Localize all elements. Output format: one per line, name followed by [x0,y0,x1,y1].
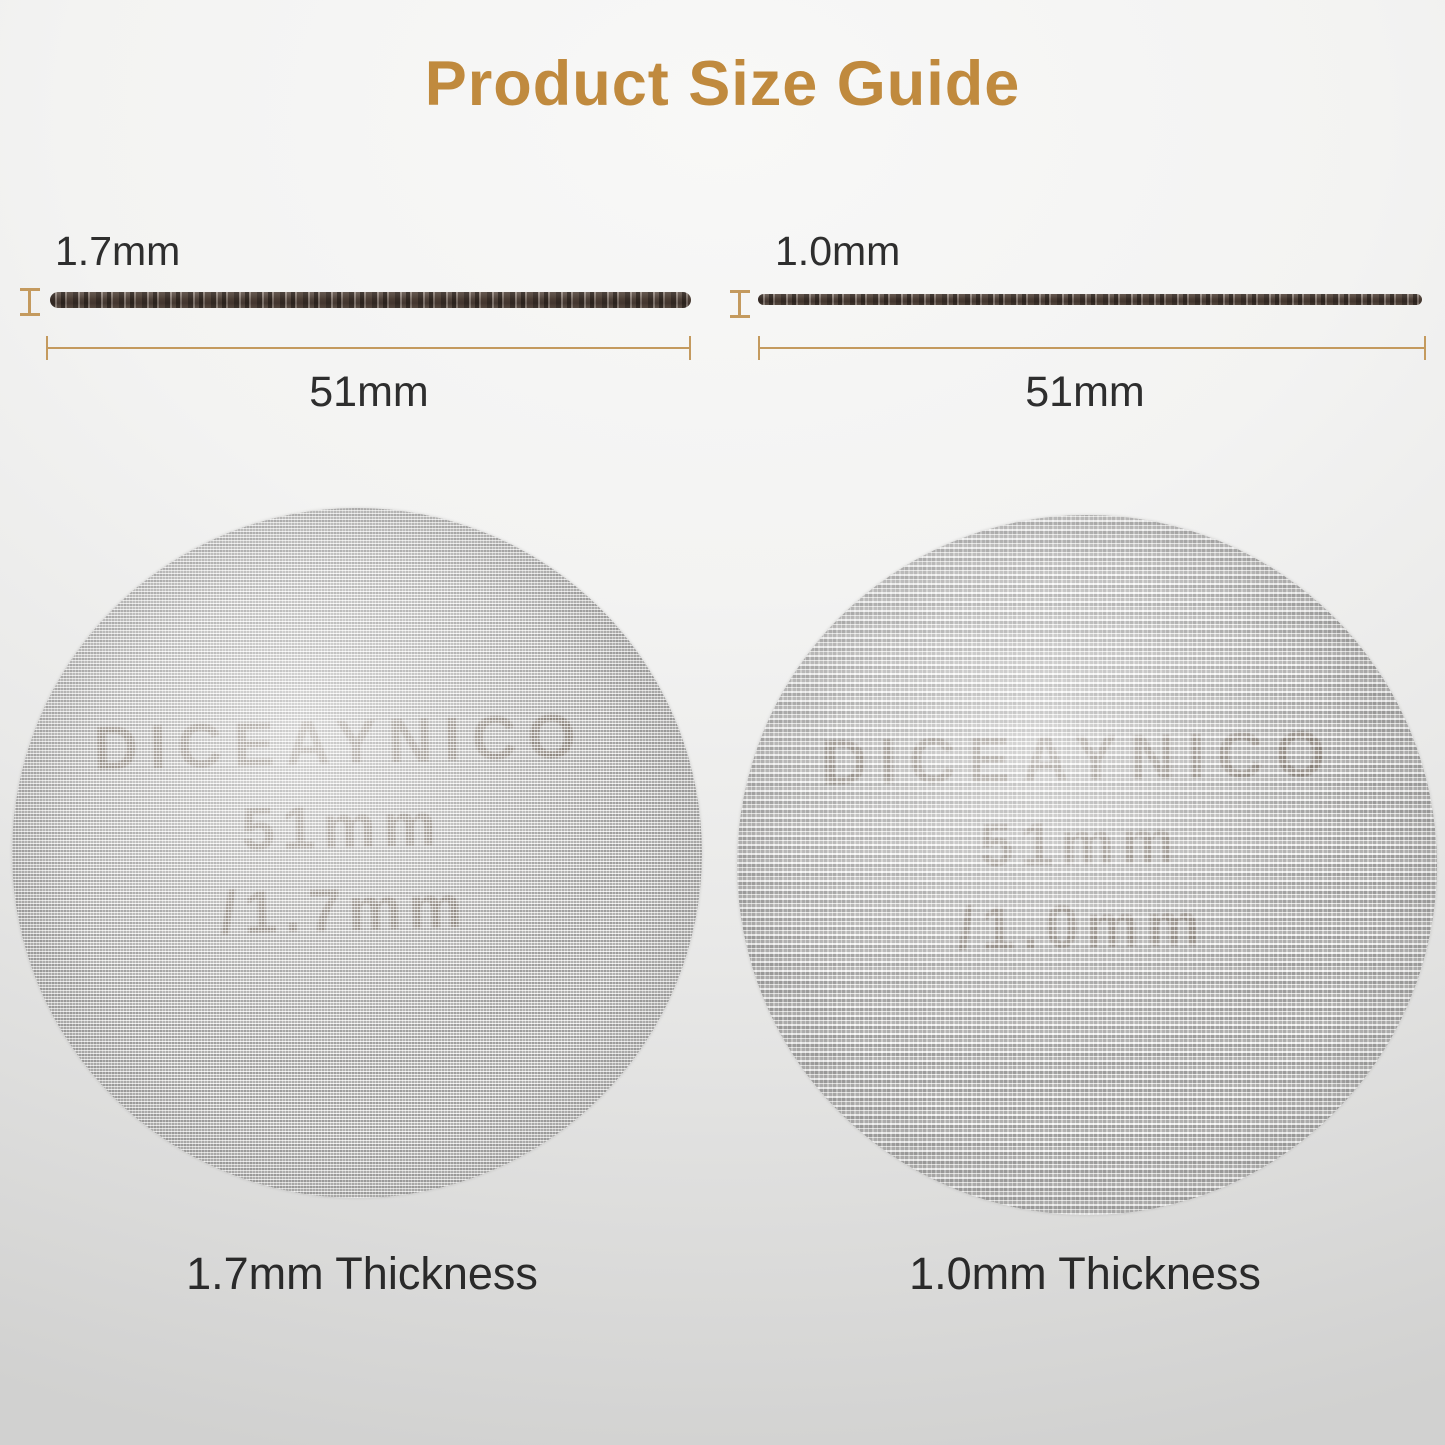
puck-screen-photo-right: DICEAYNICO 51mm /1.0mm [737,515,1437,1215]
thickness-indicator-icon-right [730,290,750,318]
disc-side-view-left [50,292,691,308]
thickness-label-left: 1.7mm [55,228,181,274]
diameter-label-right: 51mm [1025,368,1145,416]
caption-right: 1.0mm Thickness [909,1248,1261,1299]
puck-screen-photo-left: DICEAYNICO 51mm /1.7mm [12,508,702,1198]
caption-left: 1.7mm Thickness [186,1248,538,1299]
diameter-dimension-line-right [758,336,1426,360]
thickness-label-right: 1.0mm [775,228,901,274]
diameter-label-left: 51mm [309,368,429,416]
disc-side-view-right [758,294,1422,305]
diameter-dimension-line-left [46,336,691,360]
page-title: Product Size Guide [424,49,1021,119]
thickness-indicator-icon-left [20,288,40,316]
disc-shading-right [737,515,1437,1215]
disc-shading-left [12,508,702,1198]
